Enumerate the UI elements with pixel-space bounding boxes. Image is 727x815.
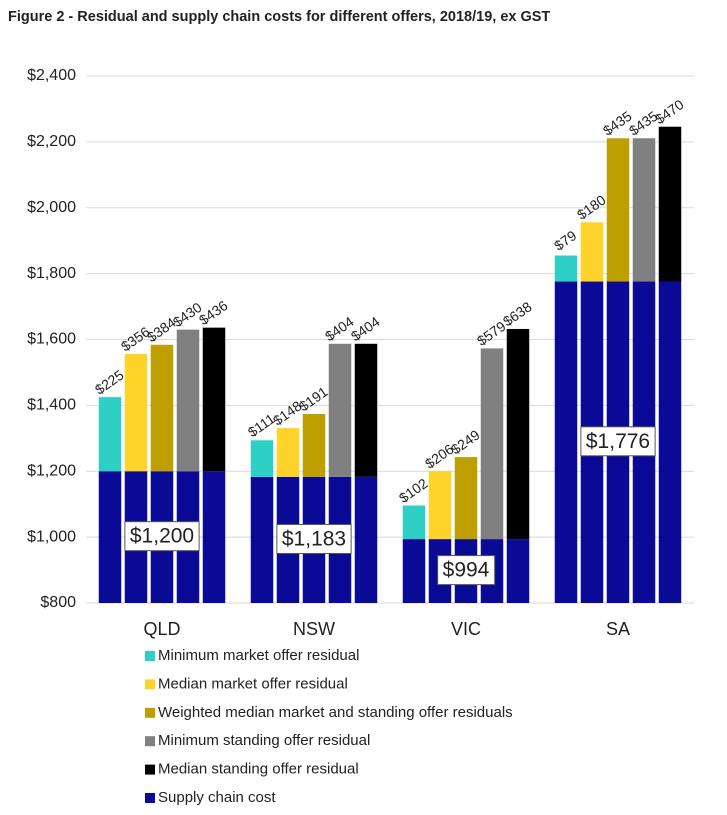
- legend-label: Median standing offer residual: [158, 761, 359, 778]
- bar-segment: [554, 255, 578, 282]
- data-label: $436: [196, 297, 231, 328]
- x-tick-label: QLD: [143, 619, 180, 639]
- legend-label: Weighted median market and standing offe…: [158, 704, 513, 721]
- data-label: $102: [396, 475, 431, 506]
- legend-swatch: [145, 679, 155, 690]
- legend-label: Supply chain cost: [158, 789, 276, 806]
- legend-label: Median market offer residual: [158, 675, 348, 692]
- y-tick-label: $800: [40, 594, 76, 611]
- bar-segment: [202, 471, 226, 603]
- legend-swatch: [145, 764, 155, 775]
- legend-label: Minimum market offer residual: [158, 647, 359, 664]
- bar-segment: [454, 457, 478, 540]
- bar-segment: [302, 413, 326, 477]
- bar-segment: [176, 329, 200, 472]
- data-label: $79: [551, 227, 579, 254]
- supply-label: $994: [443, 559, 490, 582]
- supply-label: $1,183: [282, 527, 346, 550]
- bar-segment: [506, 539, 530, 603]
- legend-swatch: [145, 651, 155, 661]
- y-tick-label: $1,400: [27, 397, 76, 414]
- x-tick-label: NSW: [293, 619, 335, 639]
- supply-label-box: [276, 523, 352, 554]
- bar-segment: [402, 539, 426, 603]
- bar-segment: [250, 476, 274, 603]
- supply-label: $1,776: [586, 430, 650, 453]
- y-tick-label: $1,000: [27, 528, 76, 545]
- supply-label: $1,200: [130, 525, 194, 548]
- bar-segment: [580, 222, 604, 282]
- legend-swatch: [145, 707, 155, 718]
- supply-label-box: [580, 426, 656, 457]
- x-tick-label: SA: [606, 619, 630, 639]
- bar-segment: [328, 343, 352, 477]
- bar-segment: [480, 348, 504, 540]
- legend-label: Minimum standing offer residual: [158, 732, 370, 749]
- bar-segment: [428, 471, 452, 540]
- bar-segment: [658, 126, 682, 282]
- bar-segment: [124, 353, 148, 472]
- data-label: $191: [296, 383, 331, 414]
- data-label: $638: [500, 298, 535, 329]
- y-tick-label: $2,400: [27, 67, 76, 84]
- bar-segment: [250, 440, 274, 477]
- y-tick-label: $1,800: [27, 265, 76, 282]
- x-tick-label: VIC: [451, 619, 481, 639]
- y-tick-label: $1,600: [27, 331, 76, 348]
- bar-segment: [402, 505, 426, 540]
- bar-segment: [98, 471, 122, 603]
- y-tick-label: $1,200: [27, 462, 76, 479]
- data-label: $180: [574, 192, 609, 223]
- bar-segment: [98, 397, 122, 472]
- bar-segment: [554, 281, 578, 603]
- legend-swatch: [145, 736, 155, 747]
- y-tick-label: $2,000: [27, 199, 76, 216]
- bar-segment: [354, 343, 378, 477]
- data-label: $470: [652, 96, 687, 127]
- chart-title: Figure 2 - Residual and supply chain cos…: [8, 9, 550, 25]
- data-label: $225: [92, 366, 127, 397]
- y-tick-label: $2,200: [27, 133, 76, 150]
- bar-segment: [506, 328, 530, 540]
- bar-segment: [202, 327, 226, 472]
- bar-segment: [606, 138, 630, 282]
- supply-label-box: [437, 555, 496, 586]
- legend-swatch: [145, 793, 155, 803]
- bar-segment: [658, 281, 682, 603]
- bar-segment: [276, 428, 300, 477]
- data-label: $249: [448, 426, 483, 457]
- bar-segment: [354, 476, 378, 603]
- bar-segment: [632, 138, 656, 282]
- supply-label-box: [124, 521, 200, 552]
- bar-segment: [150, 344, 174, 472]
